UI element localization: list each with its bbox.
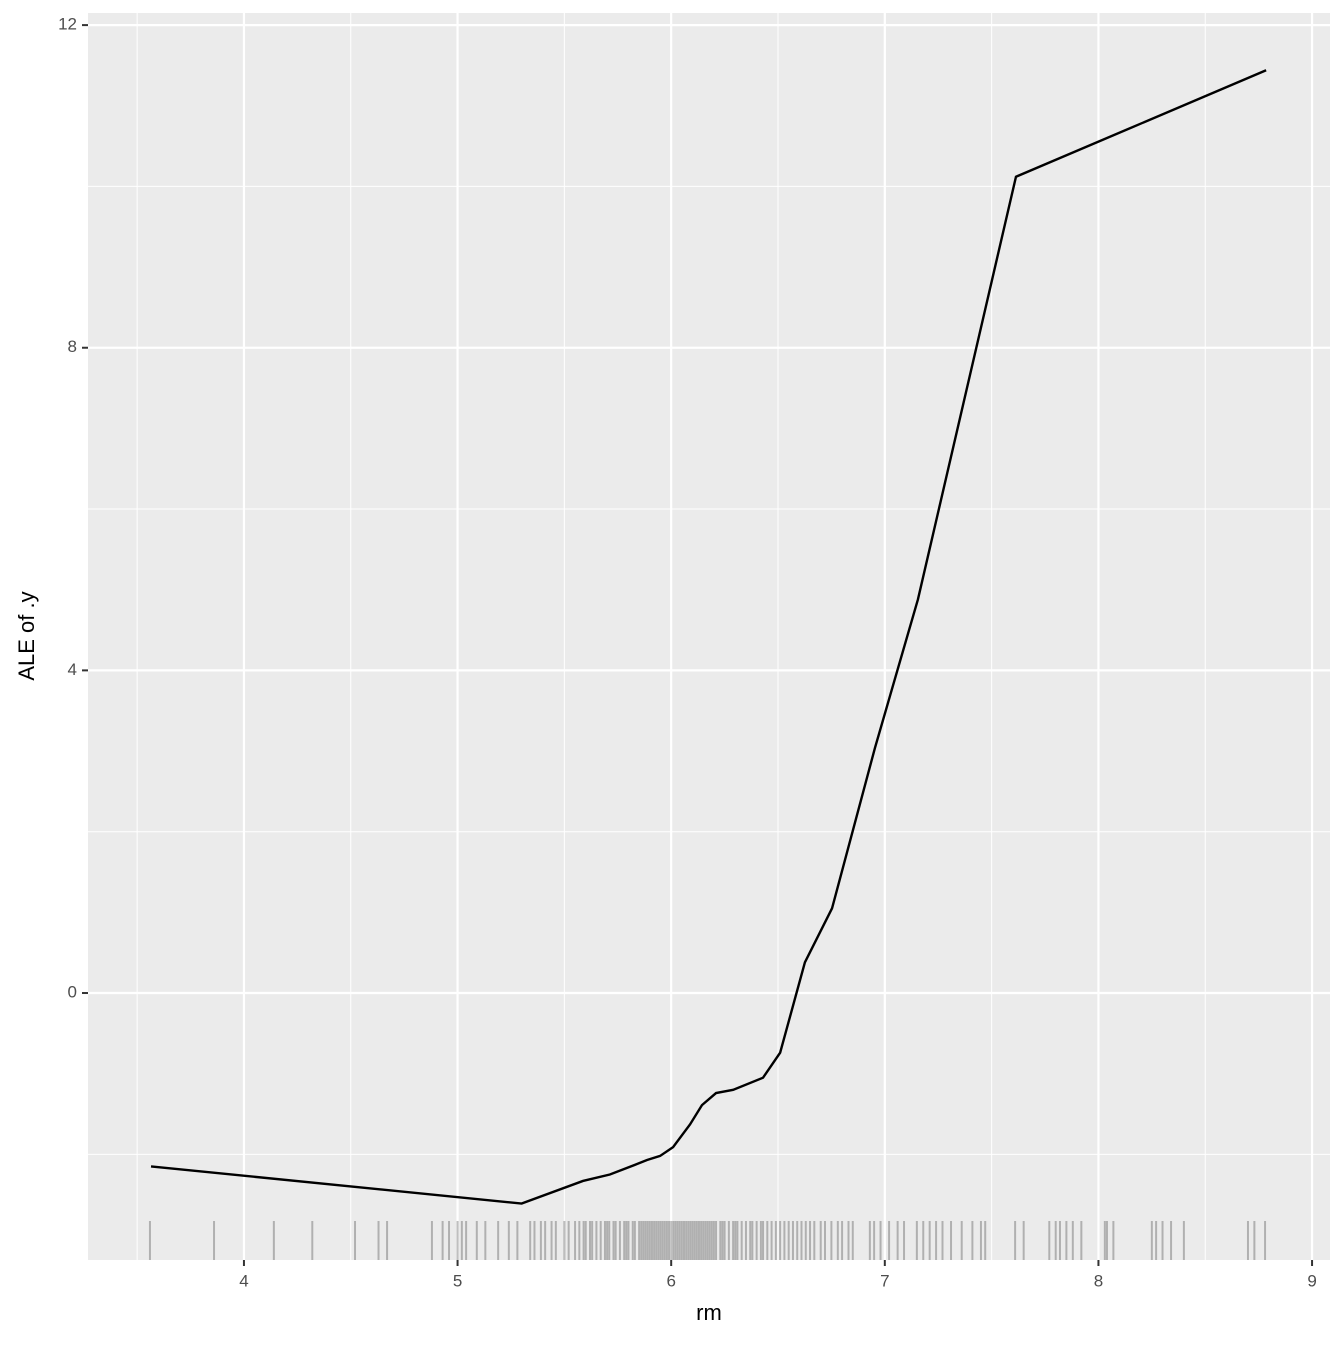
marks xyxy=(148,69,1267,1260)
y-tick-label: 12 xyxy=(58,15,77,34)
x-axis-title: rm xyxy=(696,1300,722,1325)
y-tick-label: 8 xyxy=(68,337,77,356)
x-tick-label: 9 xyxy=(1307,1271,1316,1290)
y-tick-label: 0 xyxy=(68,983,77,1002)
x-tick-label: 4 xyxy=(239,1271,248,1290)
x-tick-label: 6 xyxy=(666,1271,675,1290)
panel xyxy=(88,13,1330,1260)
x-tick-label: 7 xyxy=(880,1271,889,1290)
y-tick-label: 4 xyxy=(68,660,77,679)
x-tick-label: 5 xyxy=(453,1271,462,1290)
y-axis-title: ALE of .y xyxy=(14,591,39,680)
line xyxy=(150,69,1267,1205)
x-tick-label: 8 xyxy=(1094,1271,1103,1290)
grid xyxy=(88,13,1330,1260)
